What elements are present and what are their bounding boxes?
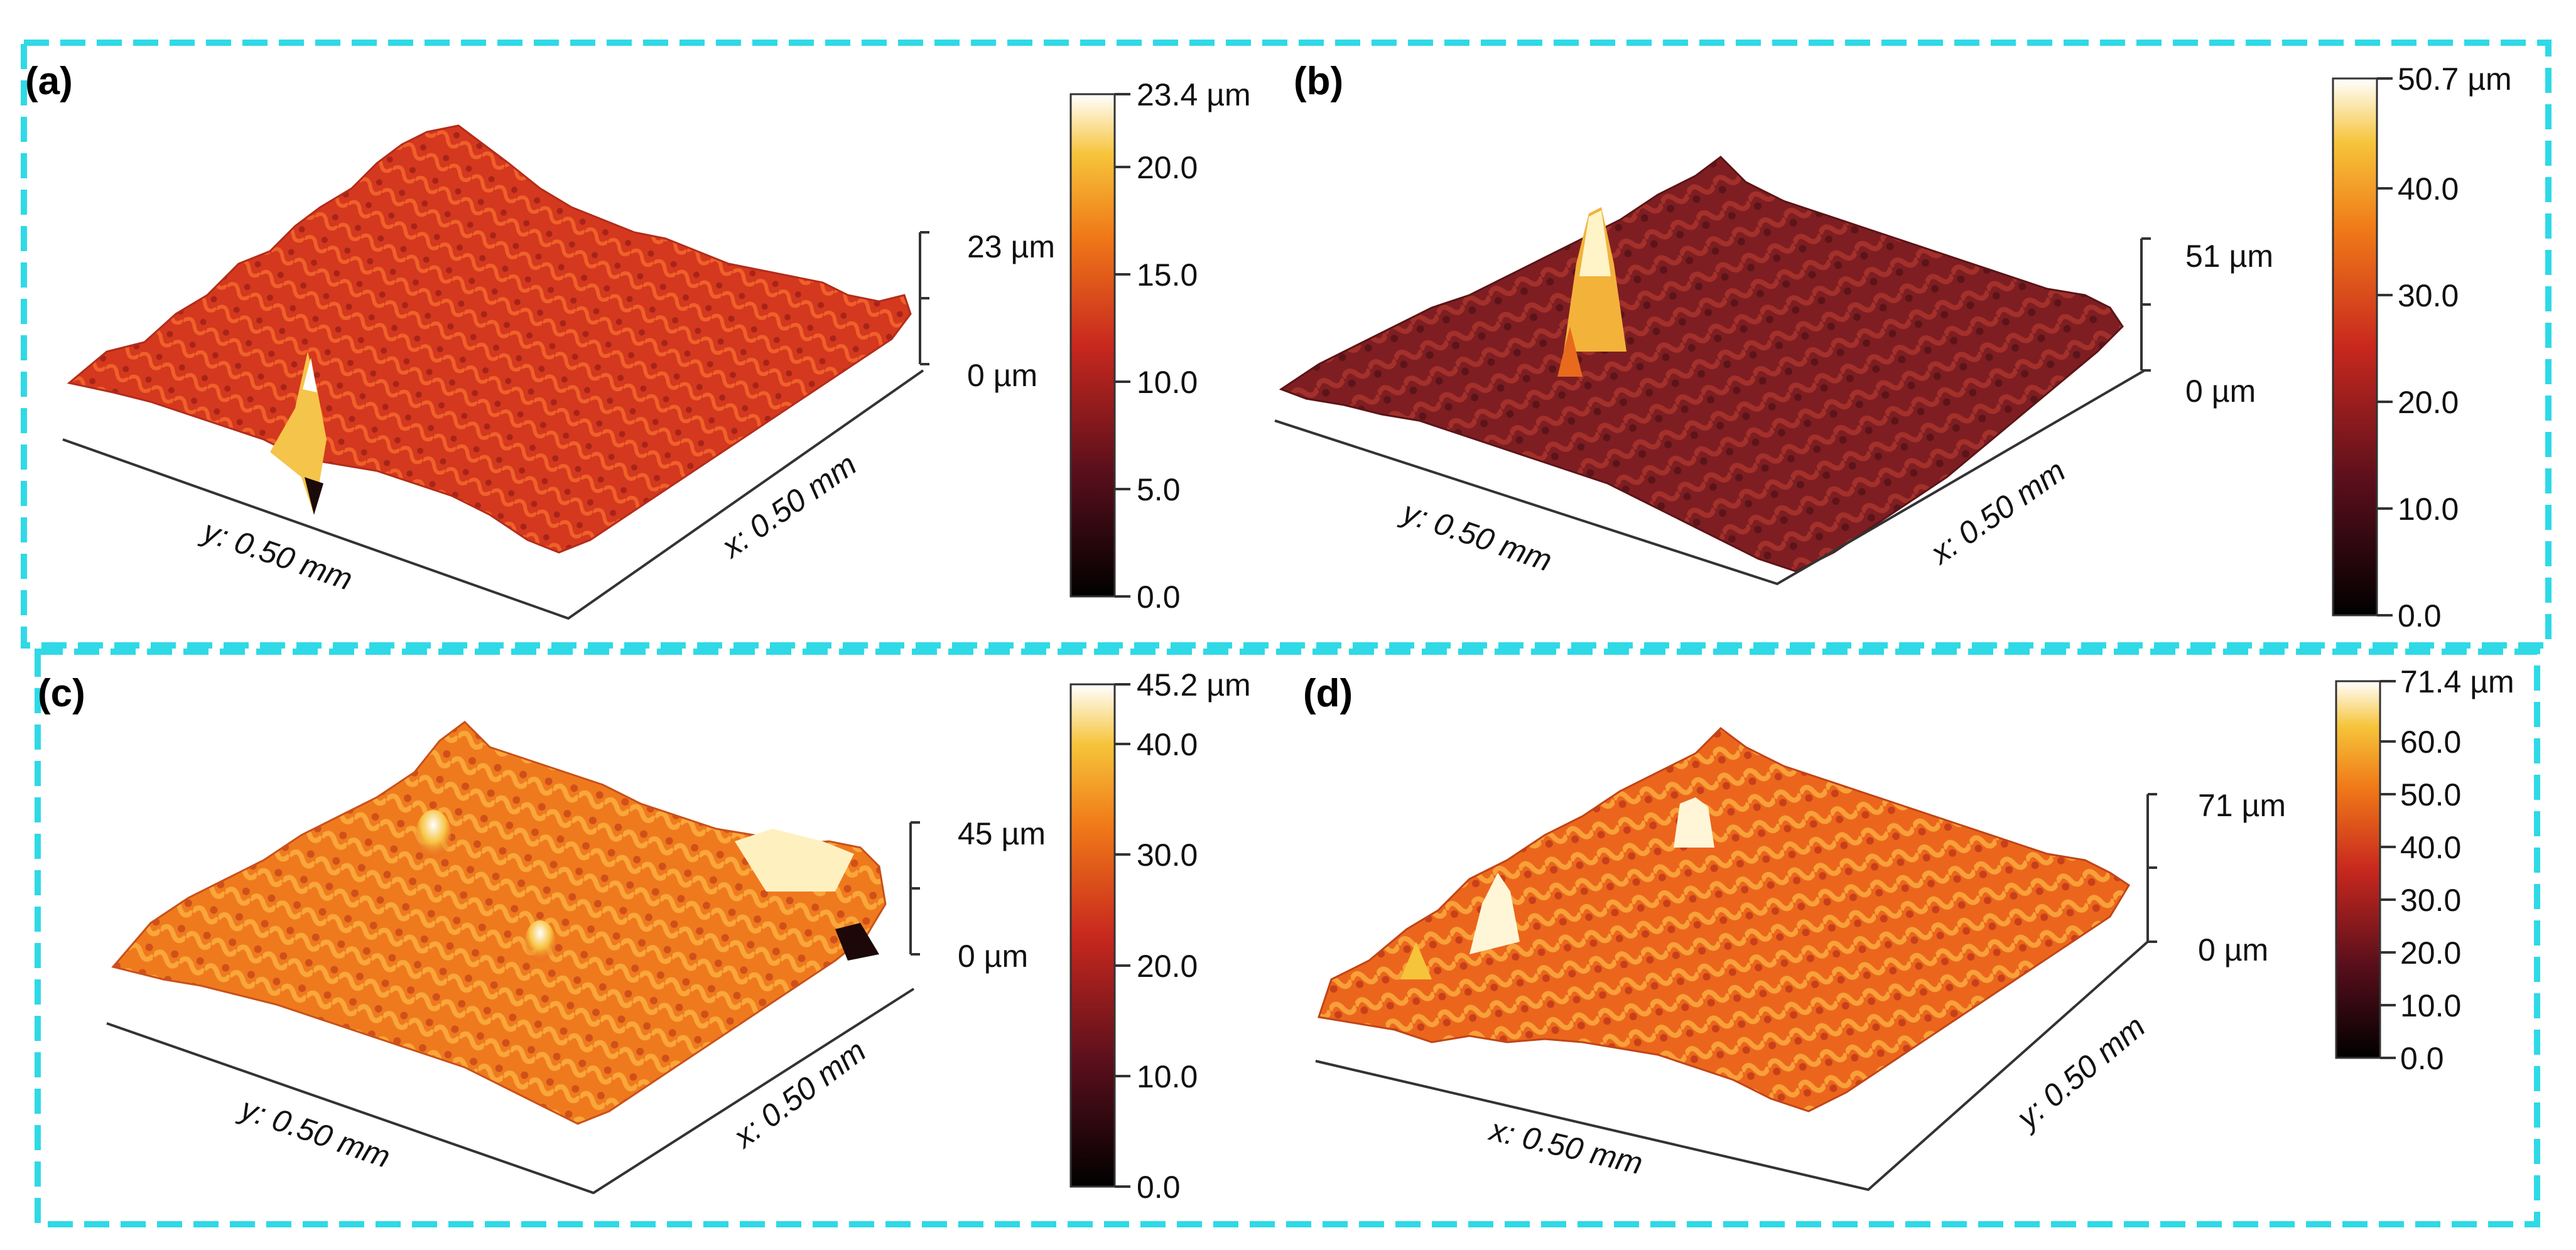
panel-b-tick: 40.0	[2398, 171, 2459, 207]
panel-c-base-axes	[106, 988, 915, 1195]
panel-a-letter: (a)	[25, 60, 73, 103]
panel-a-pit	[305, 477, 323, 515]
panel-a-peak-tip	[303, 358, 317, 392]
panel-d-height-top: 71 µm	[2198, 788, 2286, 823]
panel-c-letter: (c)	[38, 672, 85, 715]
panel-d-peak-small	[1400, 942, 1432, 979]
panel-b-tick: 20.0	[2398, 385, 2459, 420]
panel-d-height-bottom: 0 µm	[2198, 932, 2268, 967]
panel-a-tick: 15.0	[1137, 257, 1198, 293]
panel-d-surface	[1318, 727, 2131, 1113]
panel-c-tick: 10.0	[1137, 1059, 1198, 1094]
panel-c-tick: 20.0	[1137, 949, 1198, 984]
panel-d-colorbar-ticks	[2380, 680, 2396, 1059]
panel-a-axis-left-label: y: 0.50 mm	[197, 512, 357, 596]
panel-b-tick: 0.0	[2398, 598, 2442, 633]
panel-c-peak	[416, 810, 451, 860]
panel-c-pit	[835, 923, 879, 961]
panel-d-axis-right-label: y: 0.50 mm	[2009, 1009, 2152, 1137]
dashed-frame-bottom	[35, 649, 2540, 1227]
panel-d-colorbar	[2335, 680, 2381, 1059]
panel-d-tick: 10.0	[2400, 988, 2461, 1023]
panel-d: (d) 71 µm 0 µm x: 0.50 mm y: 0.50 mm 71.…	[1303, 664, 2514, 1192]
panel-a-colorbar	[1069, 93, 1116, 598]
panel-d-axis-left-label: x: 0.50 mm	[1486, 1112, 1647, 1182]
panel-a-tick: 5.0	[1137, 472, 1181, 507]
panel-a-tick: 10.0	[1137, 365, 1198, 400]
panel-b-peak-tip	[1579, 210, 1611, 276]
panel-d-base-axes	[1315, 940, 2149, 1192]
panel-d-tick: 40.0	[2400, 830, 2461, 865]
panel-b-peak-small	[1557, 326, 1583, 377]
panel-b-colorbar-max: 50.7 µm	[2398, 62, 2512, 97]
dashed-frame-top	[21, 40, 2552, 649]
panel-d-tick: 30.0	[2400, 883, 2461, 918]
panel-d-tick: 20.0	[2400, 935, 2461, 971]
panel-b-surface	[1279, 156, 2124, 573]
panel-d-tick: 0.0	[2400, 1041, 2444, 1076]
panel-c-colorbar	[1069, 683, 1116, 1188]
panel-b-letter: (b)	[1294, 60, 1343, 103]
panel-c-height-bottom: 0 µm	[958, 939, 1028, 974]
panel-c-tick: 30.0	[1137, 838, 1198, 873]
panel-d-letter: (d)	[1303, 672, 1353, 715]
panel-c-axis-left-label: y: 0.50 mm	[235, 1090, 395, 1174]
panel-c-height-top: 45 µm	[958, 816, 1046, 851]
panel-c-tick: 40.0	[1137, 727, 1198, 762]
panel-b: (b) 51 µm 0 µm y: 0.50 mm x: 0.50 mm 50.…	[1274, 60, 2512, 633]
panel-a-tick: 0.0	[1137, 579, 1181, 615]
panel-d-peak-tall	[1674, 797, 1714, 848]
panel-a-base-axes	[62, 369, 924, 620]
panel-c-tick: 0.0	[1137, 1170, 1181, 1205]
panel-d-tick: 60.0	[2400, 725, 2461, 760]
panel-b-colorbar	[2332, 77, 2378, 617]
panel-b-axis-left-label: y: 0.50 mm	[1397, 493, 1557, 578]
panel-a-peak	[270, 352, 327, 515]
panel-b-base-axes	[1274, 369, 2146, 586]
panel-c-surface	[111, 721, 887, 1125]
panel-b-peak	[1564, 207, 1626, 352]
panel-d-colorbar-max: 71.4 µm	[2400, 664, 2514, 699]
panel-c-colorbar-ticks	[1115, 683, 1130, 1188]
panel-c-colorbar-max: 45.2 µm	[1137, 667, 1251, 703]
panel-a-colorbar-max: 23.4 µm	[1137, 77, 1251, 112]
panel-b-tick: 30.0	[2398, 278, 2459, 313]
panel-c: (c) 45 µm 0 µm y: 0.50 mm x: 0.50 mm 45.…	[38, 667, 1251, 1205]
panel-b-colorbar-ticks	[2377, 77, 2393, 617]
panel-a: (a) 23 µm 0 µm y: 0.50 mm x: 0.50 mm 23.…	[25, 60, 1251, 620]
panel-c-ridge	[735, 829, 854, 892]
panel-d-peak	[1469, 873, 1520, 954]
panel-a-tick: 20.0	[1137, 150, 1198, 185]
panel-b-height-bottom: 0 µm	[2185, 374, 2256, 409]
panel-c-peak	[525, 920, 555, 963]
panel-a-colorbar-ticks	[1115, 93, 1130, 598]
panel-a-height-bottom: 0 µm	[967, 358, 1037, 393]
panel-b-height-top: 51 µm	[2185, 239, 2273, 274]
panel-d-tick: 50.0	[2400, 777, 2461, 812]
panel-a-height-top: 23 µm	[967, 229, 1055, 264]
panel-b-tick: 10.0	[2398, 492, 2459, 527]
